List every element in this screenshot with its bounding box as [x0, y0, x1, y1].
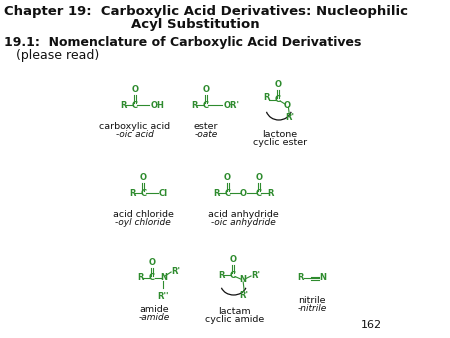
- Text: R: R: [213, 189, 220, 197]
- Text: OR': OR': [223, 100, 239, 110]
- Text: R: R: [129, 189, 135, 197]
- Text: C: C: [275, 96, 281, 104]
- Text: C: C: [149, 273, 155, 283]
- Text: O: O: [148, 258, 156, 267]
- Text: Acyl Substitution: Acyl Substitution: [131, 18, 260, 31]
- Text: ester: ester: [194, 122, 218, 131]
- Text: R': R': [171, 267, 180, 276]
- Text: OH: OH: [150, 100, 164, 110]
- Text: lactam: lactam: [218, 307, 251, 316]
- Text: R': R': [251, 270, 260, 280]
- Text: O: O: [140, 173, 147, 182]
- Text: cyclic amide: cyclic amide: [205, 315, 264, 324]
- Text: 162: 162: [361, 320, 382, 330]
- Text: R: R: [120, 100, 126, 110]
- Text: N: N: [160, 273, 167, 283]
- Text: acid anhydride: acid anhydride: [208, 210, 279, 219]
- Text: Cl: Cl: [159, 189, 168, 197]
- Text: nitrile: nitrile: [298, 296, 326, 305]
- Text: R: R: [191, 100, 198, 110]
- Text: cyclic ester: cyclic ester: [252, 138, 307, 147]
- Text: N: N: [319, 273, 326, 283]
- Text: -oic anhydride: -oic anhydride: [211, 218, 275, 227]
- Text: C: C: [256, 189, 262, 197]
- Text: -amide: -amide: [139, 313, 170, 322]
- Text: acid chloride: acid chloride: [113, 210, 174, 219]
- Text: R: R: [297, 273, 304, 283]
- Text: R'': R'': [158, 292, 169, 301]
- Text: R: R: [267, 189, 274, 197]
- Text: C: C: [230, 270, 236, 280]
- Text: R: R: [263, 94, 270, 102]
- Text: O: O: [131, 85, 138, 94]
- Text: C: C: [225, 189, 231, 197]
- Text: O: O: [274, 80, 281, 89]
- Text: O: O: [230, 255, 236, 264]
- Text: lactone: lactone: [262, 130, 297, 139]
- Text: -nitrile: -nitrile: [297, 304, 326, 313]
- Text: amide: amide: [140, 305, 170, 314]
- Text: -oate: -oate: [194, 130, 217, 139]
- Text: (please read): (please read): [16, 49, 99, 62]
- Text: O: O: [240, 189, 247, 197]
- Text: C: C: [140, 189, 146, 197]
- Text: -oyl chloride: -oyl chloride: [116, 218, 171, 227]
- Text: Chapter 19:  Carboxylic Acid Derivatives: Nucleophilic: Chapter 19: Carboxylic Acid Derivatives:…: [4, 5, 408, 18]
- Text: C: C: [203, 100, 209, 110]
- Text: O: O: [284, 100, 291, 110]
- Text: R: R: [137, 273, 144, 283]
- Text: -oic acid: -oic acid: [116, 130, 153, 139]
- Text: R: R: [218, 270, 225, 280]
- Text: N: N: [240, 275, 247, 285]
- Text: O: O: [224, 173, 231, 182]
- Text: 19.1:  Nomenclature of Carboxylic Acid Derivatives: 19.1: Nomenclature of Carboxylic Acid De…: [4, 36, 362, 49]
- Text: R': R': [286, 114, 295, 122]
- Text: C: C: [131, 100, 138, 110]
- Text: R': R': [239, 290, 248, 299]
- Text: carboxylic acid: carboxylic acid: [99, 122, 170, 131]
- Text: O: O: [202, 85, 209, 94]
- Text: O: O: [255, 173, 262, 182]
